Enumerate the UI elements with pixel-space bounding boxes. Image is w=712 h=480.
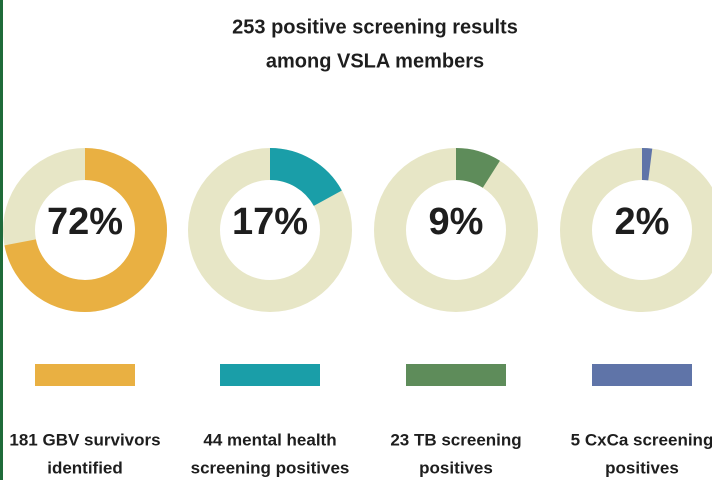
category-label: identified <box>47 458 123 477</box>
category-label: positives <box>605 458 679 477</box>
category-label: positives <box>419 458 493 477</box>
donut-arc <box>455 148 500 189</box>
legend-swatch <box>592 364 692 386</box>
category-label: 181 GBV survivors <box>9 430 160 449</box>
legend-swatch <box>406 364 506 386</box>
legend-swatch <box>220 364 320 386</box>
category-label: 5 CxCa screening <box>571 430 712 449</box>
donut-arc <box>4 148 167 312</box>
category-label: 44 mental health <box>203 430 336 449</box>
legend-swatch <box>35 364 135 386</box>
category-label: 23 TB screening <box>390 430 521 449</box>
donut-arc <box>269 148 342 207</box>
value-label: 9% <box>429 201 484 243</box>
category-label: screening positives <box>191 458 350 477</box>
chart-title: 253 positive screening results <box>232 16 518 38</box>
value-label: 72% <box>47 201 123 243</box>
value-label: 2% <box>615 201 670 243</box>
donut-arc <box>641 148 653 181</box>
value-label: 17% <box>232 201 308 243</box>
edge-stripe <box>0 0 3 480</box>
chart-title: among VSLA members <box>266 50 484 72</box>
